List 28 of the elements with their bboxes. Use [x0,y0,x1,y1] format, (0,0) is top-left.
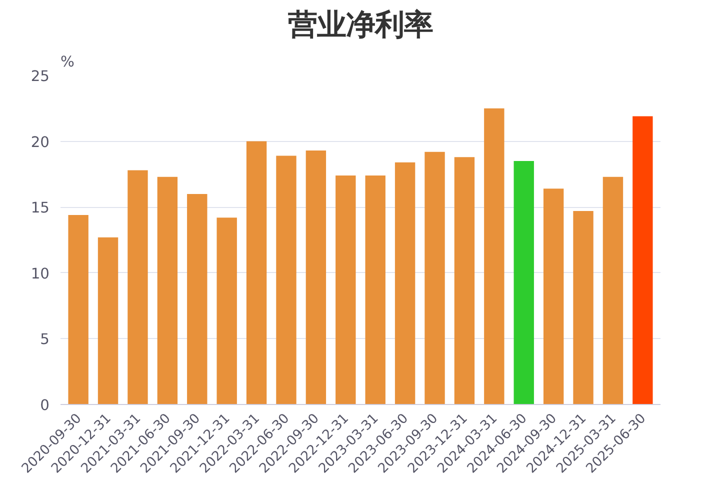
y-tick-label: 10 [30,265,50,282]
bar [276,156,296,404]
bar [424,152,445,404]
bar [157,176,178,404]
y-tick-label: 20 [30,134,50,151]
y-tick-label: 25 [30,68,50,85]
bar [187,194,208,404]
chart-title: 营业净利率 [287,8,433,42]
y-axis-title: % [60,54,74,70]
bar [128,170,148,404]
bar [394,162,416,404]
bar [246,141,267,404]
bar [454,157,475,404]
bar [98,237,118,404]
bar [543,188,564,404]
bar [306,150,326,404]
bar [336,176,356,404]
bar [68,214,88,404]
bar [365,176,386,404]
y-tick-label: 0 [40,397,50,414]
bar [484,108,504,404]
bar [602,176,624,404]
y-tick-label: 15 [30,200,50,217]
bar [573,211,594,404]
bar [514,161,534,404]
bar [216,218,237,404]
y-tick-label: 5 [40,331,50,348]
bar [632,116,653,404]
